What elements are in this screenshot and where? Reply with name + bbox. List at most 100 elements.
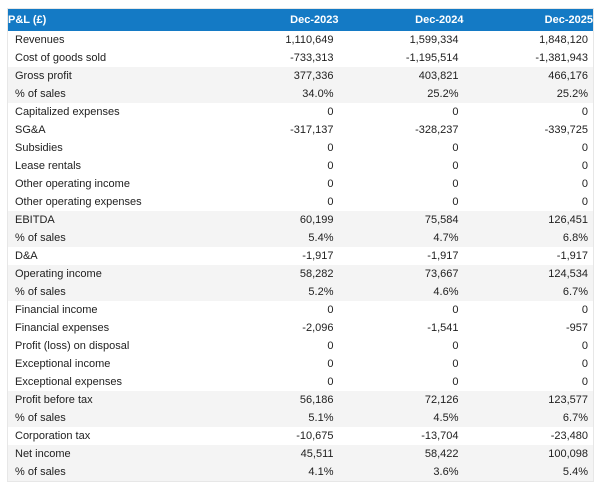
row-value: 5.4% — [463, 463, 594, 482]
row-value: 0 — [581, 196, 588, 208]
row-value: -2,096 — [302, 322, 334, 334]
table-row: Financial expenses -2,096 -1,541 -957 — [8, 319, 594, 337]
table-title-cell: P&L (£) — [7, 8, 214, 31]
row-label: Operating income — [7, 265, 214, 283]
row-value: 0 — [327, 340, 334, 352]
row-label: Gross profit — [7, 67, 214, 85]
row-value: 0 — [452, 358, 459, 370]
row-value: 1,848,120 — [539, 34, 588, 46]
row-value: 75,584 — [338, 211, 464, 229]
table-row: % of sales 34.0% 25.2% 25.2% — [7, 85, 594, 103]
row-label: Other operating expenses — [15, 196, 142, 208]
row-value: -328,237 — [415, 124, 459, 136]
table-row: EBITDA 60,199 75,584 126,451 — [7, 211, 594, 229]
table-row: Financial income 0 0 0 — [8, 301, 594, 319]
table-row: % of sales 5.1% 4.5% 6.7% — [7, 409, 594, 427]
pnl-table-container: P&L (£) Dec-2023 Dec-2024 Dec-2025 Reven… — [7, 8, 594, 482]
table-row: Profit before tax 56,186 72,126 123,577 — [7, 391, 594, 409]
row-label: % of sales — [7, 85, 214, 103]
row-value: 0 — [327, 160, 334, 172]
row-label: Cost of goods sold — [15, 52, 107, 64]
row-value: 126,451 — [463, 211, 594, 229]
row-value: 0 — [452, 160, 459, 172]
row-value: 124,534 — [463, 265, 594, 283]
row-value: -317,137 — [290, 124, 334, 136]
table-row: Net income 45,511 58,422 100,098 — [7, 445, 594, 463]
row-value: 56,186 — [213, 391, 339, 409]
row-value: 466,176 — [463, 67, 594, 85]
row-value: 25.2% — [338, 85, 464, 103]
row-value: 34.0% — [213, 85, 339, 103]
row-value: 123,577 — [463, 391, 594, 409]
row-value: -1,195,514 — [405, 52, 459, 64]
row-value: 0 — [452, 106, 459, 118]
header-row: P&L (£) Dec-2023 Dec-2024 Dec-2025 — [7, 8, 594, 31]
row-value: 0 — [452, 178, 459, 190]
row-value: 0 — [327, 106, 334, 118]
row-value: 6.7% — [463, 409, 594, 427]
table-row: Revenues 1,110,649 1,599,334 1,848,120 — [8, 31, 594, 49]
row-value: 0 — [581, 340, 588, 352]
table-row: Other operating income 0 0 0 — [8, 175, 594, 193]
row-label: Subsidies — [15, 142, 63, 154]
row-label: Exceptional expenses — [15, 376, 123, 388]
row-value: 0 — [452, 376, 459, 388]
row-value: 5.1% — [213, 409, 339, 427]
row-value: 6.7% — [463, 283, 594, 301]
row-value: 6.8% — [463, 229, 594, 247]
row-value: -10,675 — [296, 430, 334, 442]
row-value: -1,917 — [556, 250, 588, 262]
row-value: 58,422 — [338, 445, 464, 463]
table-row: Capitalized expenses 0 0 0 — [8, 103, 594, 121]
row-value: 1,110,649 — [285, 34, 334, 46]
row-value: 0 — [327, 178, 334, 190]
table-row: Exceptional income 0 0 0 — [8, 355, 594, 373]
row-label: EBITDA — [7, 211, 214, 229]
row-value: 3.6% — [338, 463, 464, 482]
row-value: 0 — [452, 304, 459, 316]
row-value: 4.7% — [338, 229, 464, 247]
row-value: 0 — [327, 376, 334, 388]
row-value: 0 — [452, 142, 459, 154]
row-value: 0 — [327, 358, 334, 370]
table-row: % of sales 5.2% 4.6% 6.7% — [7, 283, 594, 301]
column-header-dec-2024: Dec-2024 — [338, 8, 464, 31]
row-value: 45,511 — [213, 445, 339, 463]
row-value: 25.2% — [463, 85, 594, 103]
row-value: -1,917 — [302, 250, 334, 262]
row-value: 0 — [581, 358, 588, 370]
row-value: -733,313 — [290, 52, 334, 64]
row-value: 4.5% — [338, 409, 464, 427]
row-value: 73,667 — [338, 265, 464, 283]
table-row: Lease rentals 0 0 0 — [8, 157, 594, 175]
table-row: Profit (loss) on disposal 0 0 0 — [8, 337, 594, 355]
row-value: 60,199 — [213, 211, 339, 229]
table-row: Other operating expenses 0 0 0 — [8, 193, 594, 211]
table-row: % of sales 5.4% 4.7% 6.8% — [7, 229, 594, 247]
row-value: 5.2% — [213, 283, 339, 301]
pnl-table: P&L (£) Dec-2023 Dec-2024 Dec-2025 Reven… — [7, 8, 594, 482]
table-row: Operating income 58,282 73,667 124,534 — [7, 265, 594, 283]
row-value: 5.4% — [213, 229, 339, 247]
row-value: -1,381,943 — [535, 52, 588, 64]
row-value: 403,821 — [338, 67, 464, 85]
row-label: Lease rentals — [15, 160, 82, 172]
table-row: D&A -1,917 -1,917 -1,917 — [8, 247, 594, 265]
row-label: SG&A — [15, 124, 46, 136]
row-value: 0 — [327, 304, 334, 316]
table-row: Corporation tax -10,675 -13,704 -23,480 — [8, 427, 594, 445]
table-body: Revenues 1,110,649 1,599,334 1,848,120 Cost … — [7, 31, 594, 482]
row-label: Financial expenses — [15, 322, 110, 334]
table-row: Gross profit 377,336 403,821 466,176 — [7, 67, 594, 85]
row-label: Other operating income — [15, 178, 130, 190]
row-label: Corporation tax — [15, 430, 91, 442]
table-row: Exceptional expenses 0 0 0 — [8, 373, 594, 391]
column-header-dec-2025: Dec-2025 — [463, 8, 594, 31]
row-label: Revenues — [15, 34, 65, 46]
row-value: -957 — [565, 322, 588, 334]
row-value: 0 — [327, 142, 334, 154]
row-value: 58,282 — [213, 265, 339, 283]
row-label: Profit (loss) on disposal — [15, 340, 130, 352]
row-label: Net income — [7, 445, 214, 463]
row-label: % of sales — [7, 283, 214, 301]
